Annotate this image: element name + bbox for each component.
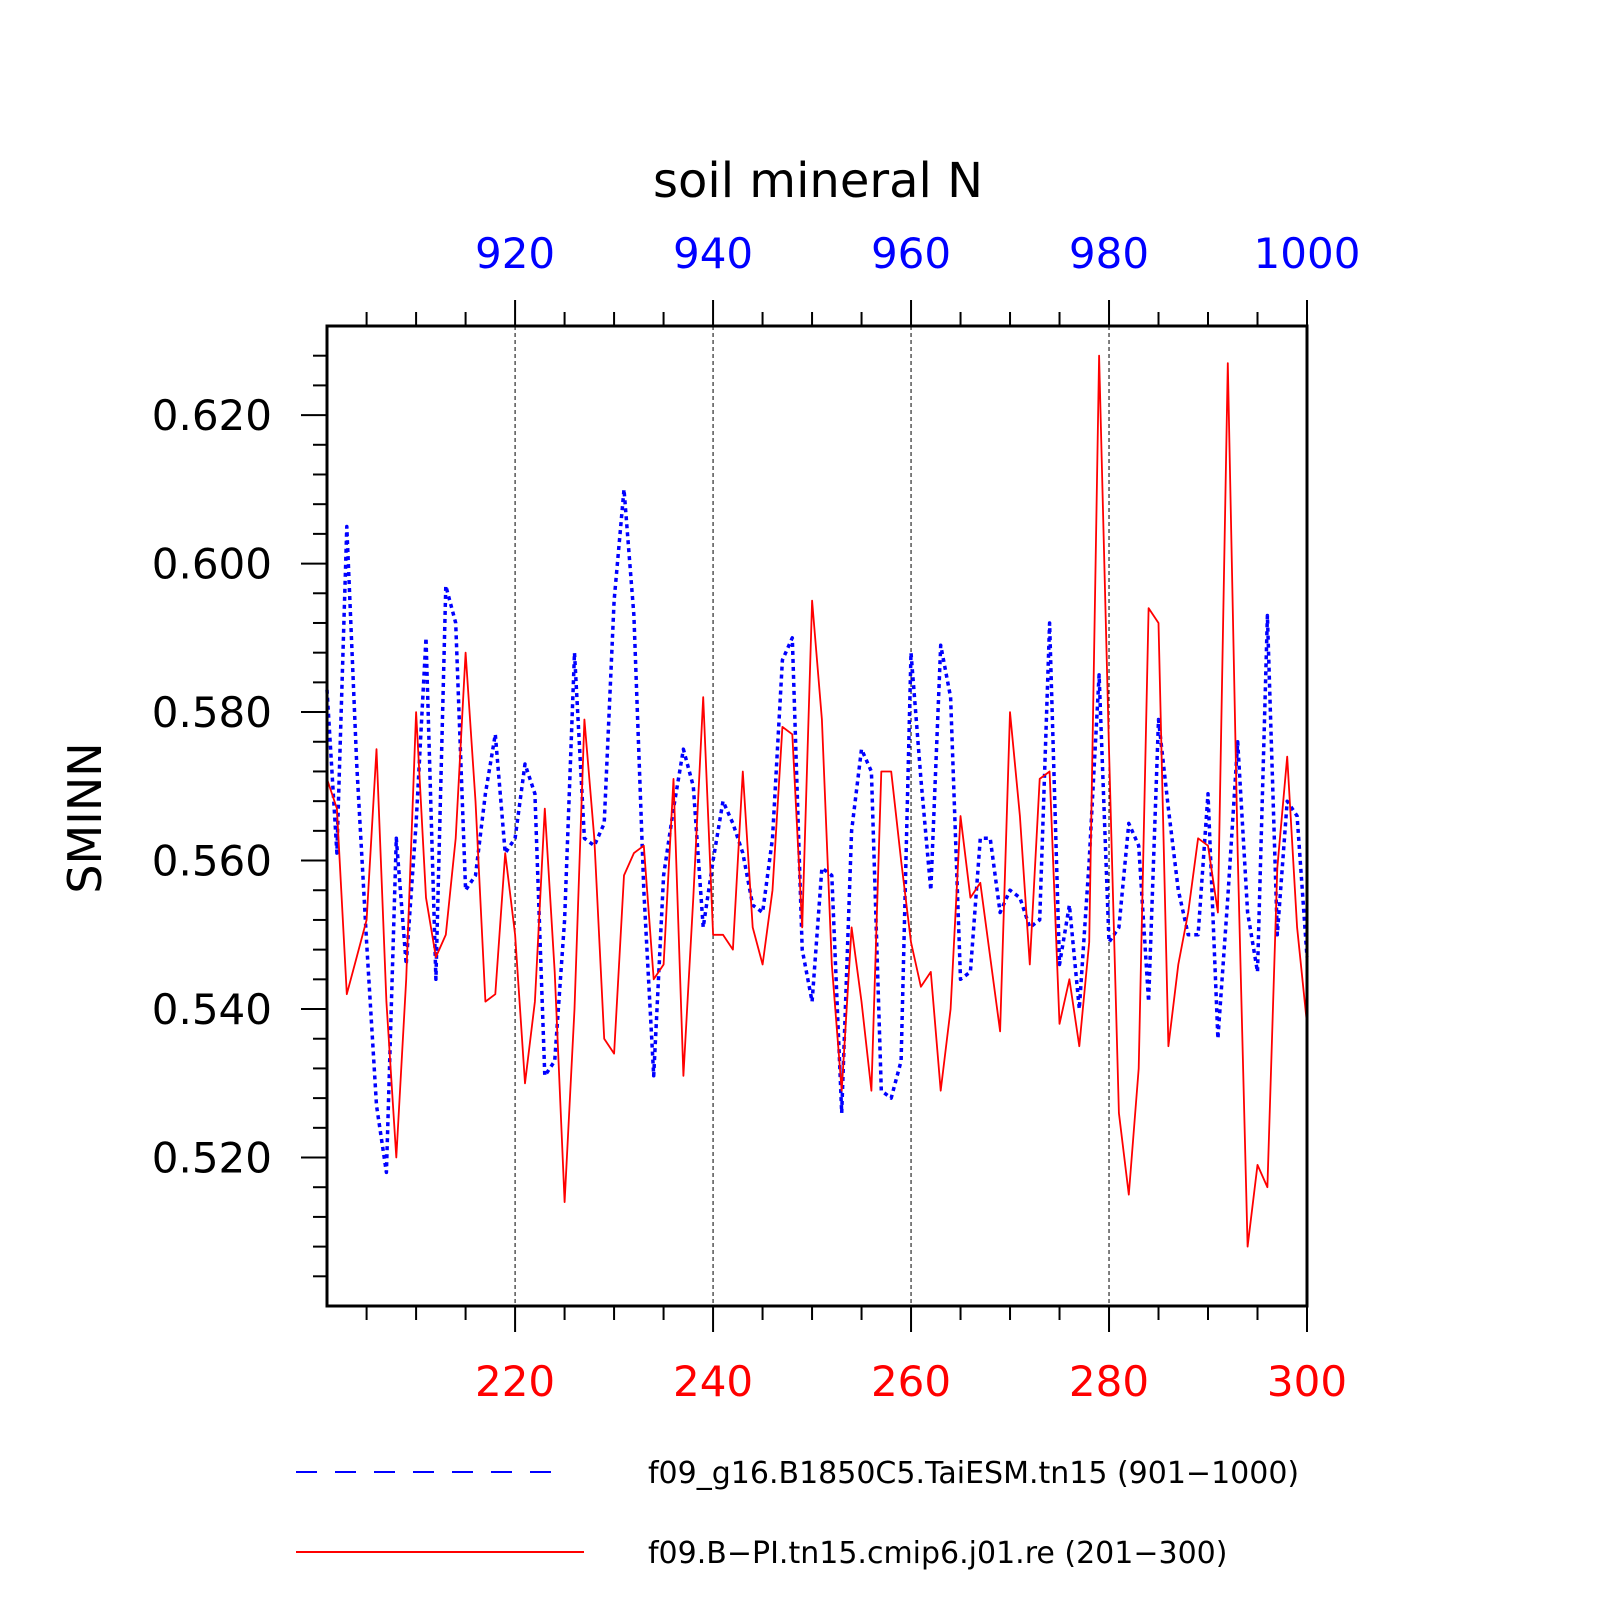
top-tick-label: 940 — [673, 229, 753, 278]
y-tick-label: 0.520 — [152, 1134, 272, 1183]
top-tick-label: 980 — [1069, 229, 1149, 278]
y-tick-label: 0.580 — [152, 688, 272, 737]
chart-title: soil mineral N — [653, 153, 983, 209]
bottom-tick-label: 240 — [673, 1357, 753, 1406]
y-axis: 0.520 0.540 0.560 0.580 0.600 0.620 — [152, 354, 327, 1278]
plot-frame — [325, 324, 1309, 1308]
series-line-blue — [325, 487, 1309, 1175]
legend: f09_g16.B1850C5.TaiESM.tn15 (901−1000) f… — [296, 1456, 1299, 1571]
y-tick-label: 0.600 — [152, 540, 272, 589]
grid — [514, 326, 1110, 1306]
bottom-tick-label: 300 — [1267, 1357, 1347, 1406]
bottom-x-axis: 220 240 260 280 300 — [365, 1306, 1347, 1406]
y-axis-label: SMINN — [58, 742, 112, 893]
series-lines — [325, 354, 1309, 1248]
legend-label-blue: f09_g16.B1850C5.TaiESM.tn15 (901−1000) — [648, 1456, 1299, 1491]
bottom-tick-label: 260 — [871, 1357, 951, 1406]
top-tick-label: 960 — [871, 229, 951, 278]
y-tick-label: 0.540 — [152, 985, 272, 1034]
legend-label-red: f09.B−PI.tn15.cmip6.j01.re (201−300) — [648, 1536, 1227, 1571]
top-x-axis: 920 940 960 980 1000 — [365, 229, 1361, 326]
y-tick-label: 0.620 — [152, 391, 272, 440]
series-line-red — [326, 354, 1308, 1248]
y-tick-label: 0.560 — [152, 837, 272, 886]
top-tick-label: 920 — [475, 229, 555, 278]
bottom-tick-label: 280 — [1069, 1357, 1149, 1406]
top-tick-label: 1000 — [1254, 229, 1361, 278]
bottom-tick-label: 220 — [475, 1357, 555, 1406]
